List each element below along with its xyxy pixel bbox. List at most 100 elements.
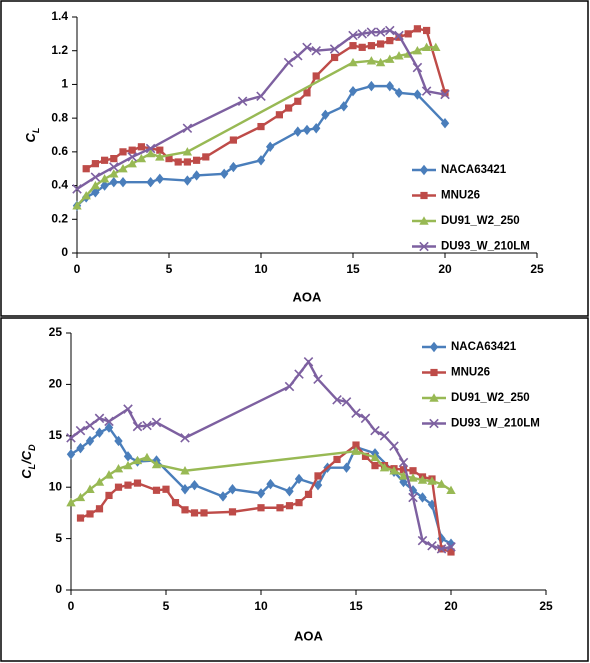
marker	[430, 368, 438, 377]
marker	[104, 422, 114, 433]
marker	[114, 483, 123, 491]
x-tick-label: 10	[254, 599, 268, 613]
marker	[302, 124, 312, 136]
marker	[285, 104, 293, 112]
marker	[123, 451, 133, 462]
marker	[75, 425, 86, 436]
marker	[151, 417, 162, 428]
marker	[385, 54, 395, 63]
marker	[229, 161, 238, 173]
marker	[375, 57, 386, 67]
marker	[152, 486, 161, 494]
marker	[183, 158, 191, 166]
marker	[266, 141, 275, 152]
legend-label: DU93_W_210LM	[451, 418, 540, 430]
marker	[162, 485, 170, 493]
marker	[118, 164, 128, 173]
marker	[348, 85, 358, 97]
top-panel-frame	[0, 0, 589, 317]
y-tick-label: 20	[49, 377, 63, 391]
marker	[86, 510, 94, 518]
x-tick-label: 25	[530, 262, 544, 276]
marker	[75, 492, 86, 502]
marker	[165, 155, 173, 163]
marker	[182, 123, 193, 134]
marker	[228, 508, 237, 516]
x-axis-label: AOA	[293, 289, 323, 304]
marker	[358, 43, 366, 51]
marker	[342, 462, 351, 473]
marker	[228, 484, 237, 495]
marker	[190, 509, 199, 517]
marker	[351, 408, 361, 418]
marker	[114, 435, 123, 447]
marker	[237, 96, 248, 107]
marker	[180, 466, 190, 475]
marker	[375, 27, 386, 37]
marker	[295, 499, 303, 507]
marker	[124, 481, 132, 489]
marker	[91, 187, 100, 198]
bottom-panel-frame	[0, 317, 589, 662]
marker	[429, 341, 439, 353]
legend-label: MNU26	[451, 367, 490, 379]
marker	[332, 395, 342, 405]
marker	[294, 473, 304, 485]
y-axis-label: CL	[23, 128, 41, 143]
marker	[202, 153, 210, 161]
marker	[180, 433, 190, 443]
marker	[119, 148, 127, 156]
marker	[367, 42, 375, 50]
marker	[423, 26, 431, 35]
legend-label: DU91_W2_250	[451, 392, 530, 404]
marker	[293, 126, 302, 137]
legend-label: NACA63421	[451, 341, 517, 353]
marker	[321, 109, 330, 120]
marker	[276, 504, 284, 512]
marker	[181, 506, 189, 514]
x-axis-label: AOA	[294, 628, 324, 643]
marker	[285, 502, 294, 510]
marker	[192, 170, 201, 181]
marker	[66, 497, 76, 507]
marker	[312, 72, 320, 80]
marker	[360, 413, 371, 424]
marker	[145, 143, 156, 154]
marker	[105, 491, 113, 500]
marker	[446, 542, 456, 552]
marker	[99, 174, 110, 183]
marker	[429, 393, 439, 402]
marker	[132, 421, 143, 432]
marker	[394, 51, 404, 60]
marker	[109, 162, 119, 172]
marker	[394, 87, 404, 99]
marker	[256, 91, 266, 101]
marker	[85, 435, 95, 447]
y-tick-label: 0.6	[51, 144, 68, 158]
marker	[95, 505, 104, 513]
marker	[182, 147, 193, 156]
x-tick-label: 10	[254, 262, 268, 276]
marker	[82, 165, 90, 173]
marker	[417, 475, 428, 484]
marker	[418, 492, 427, 503]
marker	[429, 418, 439, 429]
y-tick-label: 0.2	[51, 211, 68, 225]
y-tick-label: 5	[55, 531, 62, 545]
marker	[95, 427, 104, 438]
marker	[85, 420, 95, 431]
marker	[294, 369, 304, 379]
marker	[151, 459, 162, 469]
marker	[285, 486, 294, 497]
marker	[146, 177, 155, 188]
marker	[427, 476, 437, 485]
marker	[339, 101, 348, 112]
marker	[348, 57, 358, 67]
marker	[420, 191, 428, 200]
marker	[155, 173, 164, 185]
marker	[275, 111, 283, 119]
marker	[386, 37, 394, 45]
y-tick-label: 0.8	[51, 110, 68, 124]
marker	[142, 420, 152, 431]
y-tick-label: 0.4	[51, 178, 68, 192]
